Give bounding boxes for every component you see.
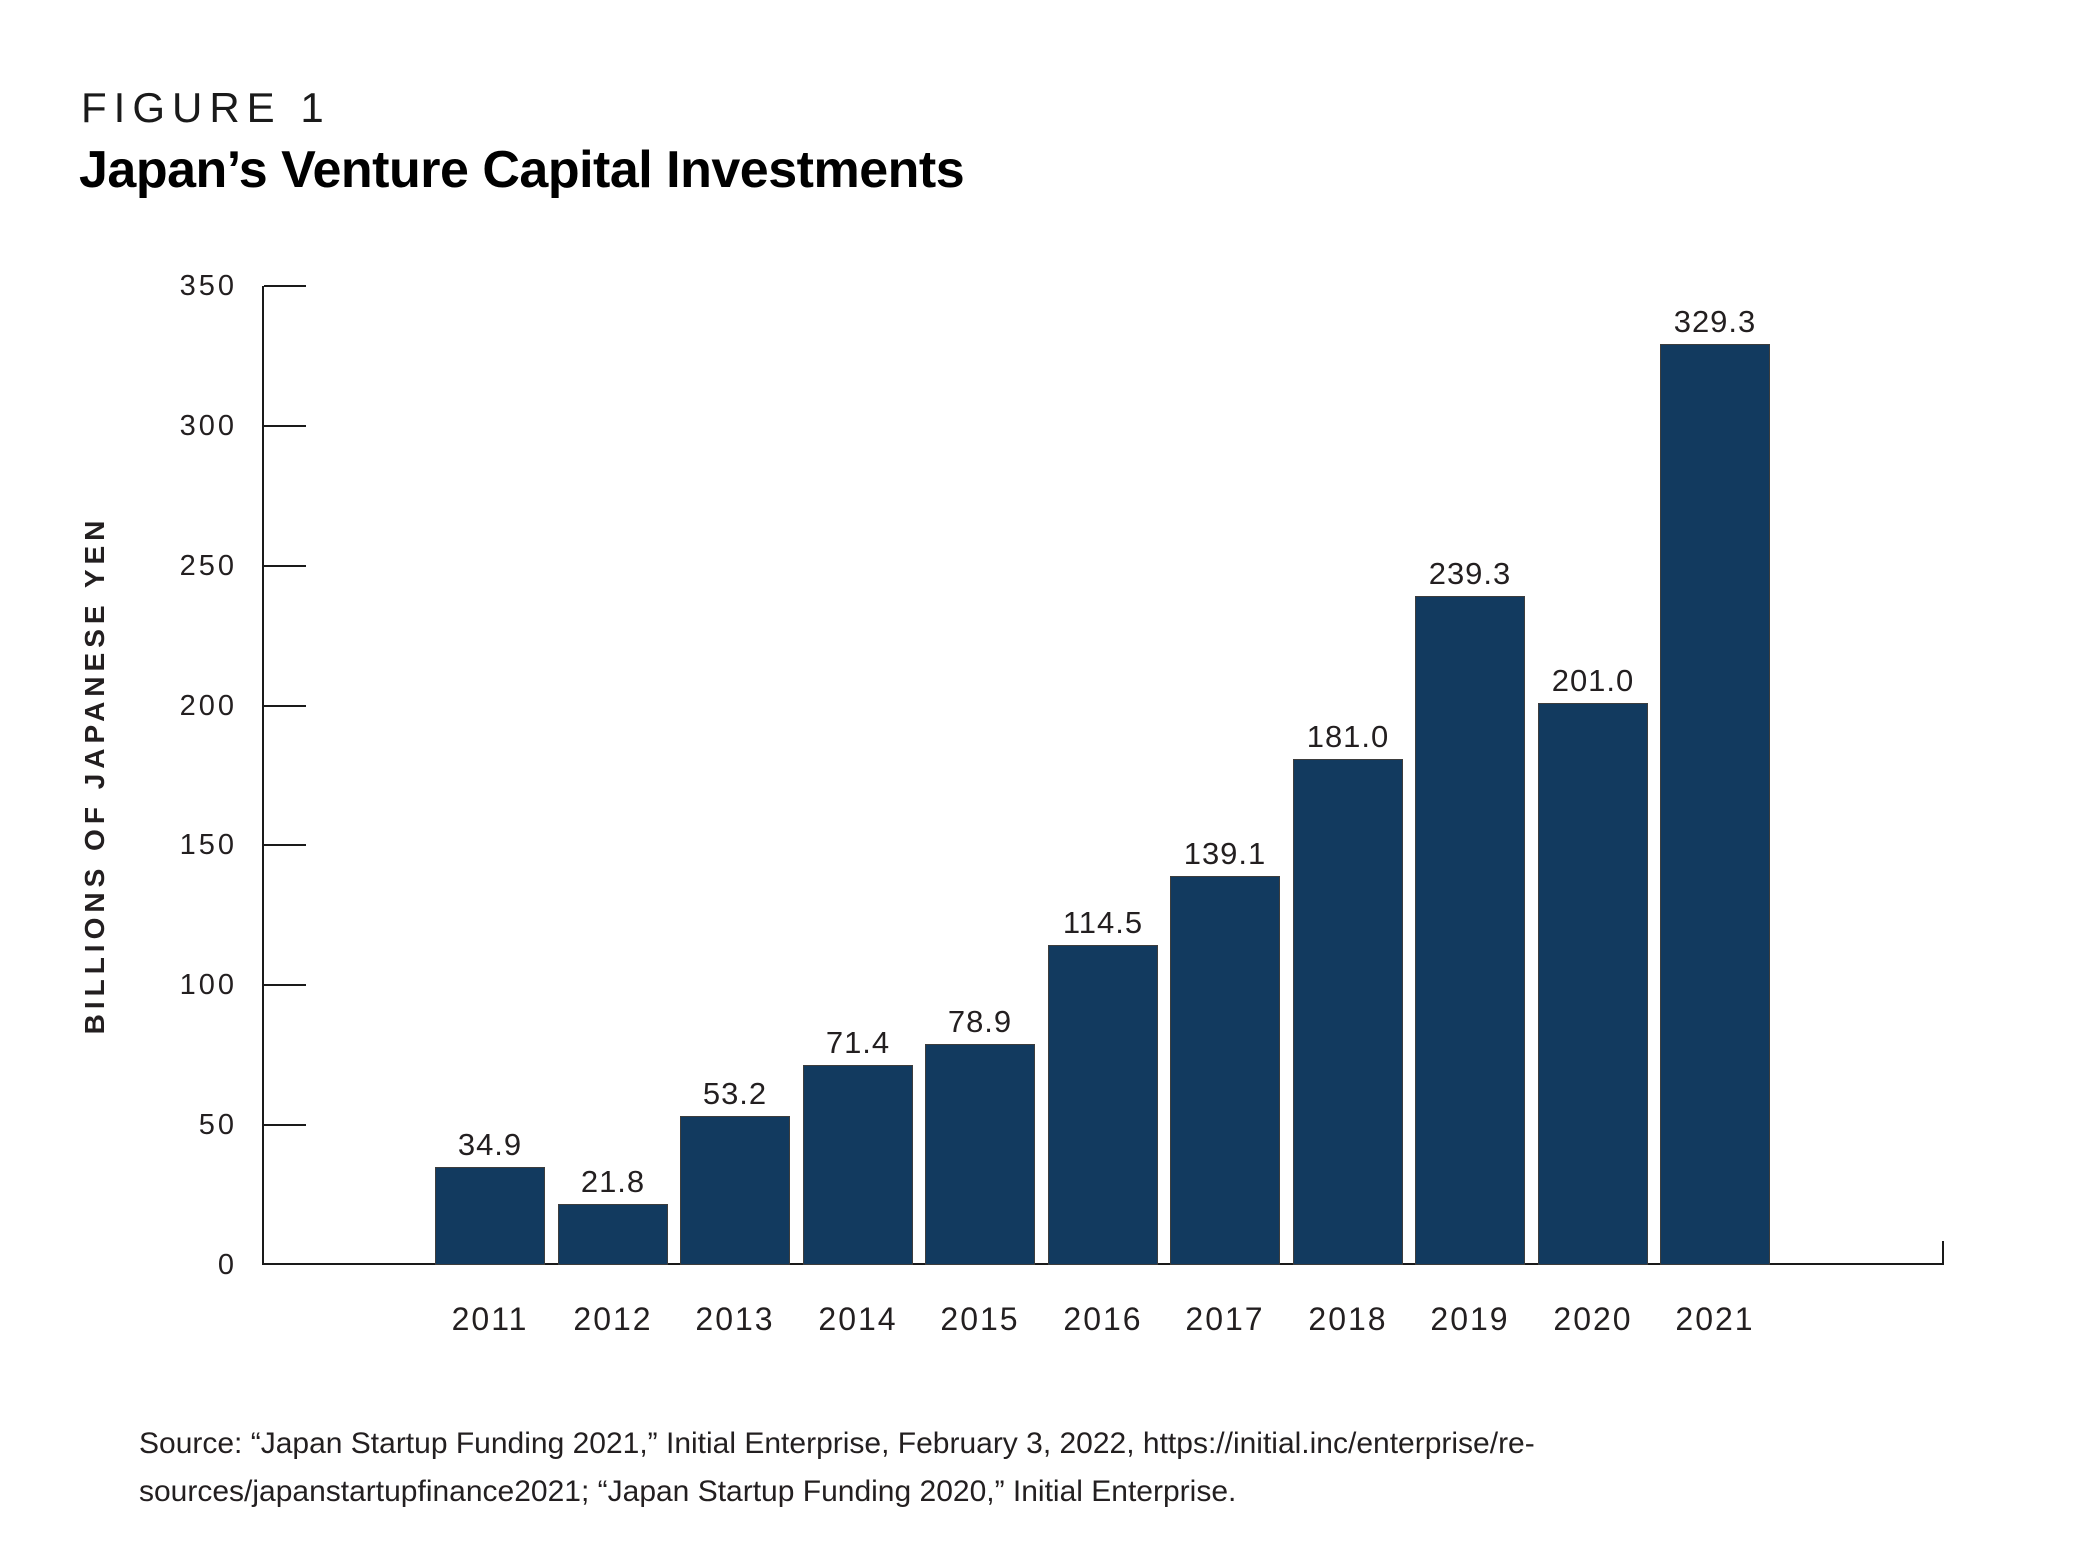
bar-value-label: 78.9 bbox=[947, 1004, 1013, 1039]
x-axis-label-2019: 2019 bbox=[1430, 1301, 1510, 1337]
x-axis-label-2018: 2018 bbox=[1308, 1301, 1388, 1337]
y-tick-label: 300 bbox=[179, 409, 237, 442]
y-tick-label: 150 bbox=[179, 829, 237, 862]
bar-2017 bbox=[1170, 876, 1280, 1265]
bar-value-label: 181.0 bbox=[1306, 719, 1390, 754]
bar-value-label: 201.0 bbox=[1551, 663, 1635, 698]
y-tick-label: 0 bbox=[217, 1249, 237, 1281]
y-axis-line bbox=[262, 286, 264, 1265]
x-axis-label-2011: 2011 bbox=[451, 1301, 529, 1337]
bar-2011 bbox=[435, 1167, 545, 1265]
y-tick-line bbox=[264, 564, 306, 567]
y-tick-line bbox=[264, 984, 306, 987]
bar-2018 bbox=[1293, 759, 1403, 1265]
bar-2020 bbox=[1538, 703, 1648, 1265]
y-tick-line bbox=[264, 704, 306, 707]
bar-2013 bbox=[680, 1116, 790, 1265]
bar-2014 bbox=[803, 1065, 913, 1265]
source-note-line1: Source: “Japan Startup Funding 2021,” In… bbox=[139, 1427, 1535, 1460]
bar-value-label: 53.2 bbox=[702, 1076, 768, 1111]
y-tick-line bbox=[264, 424, 306, 427]
bar-value-label: 21.8 bbox=[580, 1164, 646, 1199]
x-axis-label-2013: 2013 bbox=[695, 1301, 775, 1337]
bar-value-label: 71.4 bbox=[825, 1025, 891, 1060]
y-tick-line bbox=[264, 1124, 306, 1127]
bar-2016 bbox=[1048, 945, 1158, 1265]
x-axis-label-2014: 2014 bbox=[818, 1301, 898, 1337]
bar-value-label: 34.9 bbox=[457, 1127, 523, 1162]
x-axis-label-2020: 2020 bbox=[1553, 1301, 1633, 1337]
y-tick-label: 100 bbox=[179, 969, 237, 1002]
figure-title: Japan’s Venture Capital Investments bbox=[79, 141, 965, 199]
x-axis-label-2016: 2016 bbox=[1063, 1301, 1143, 1337]
bar-2019 bbox=[1415, 596, 1525, 1265]
y-tick-label: 350 bbox=[179, 270, 237, 302]
x-axis-label-2017: 2017 bbox=[1185, 1301, 1265, 1337]
bar-value-label: 329.3 bbox=[1673, 304, 1757, 339]
x-axis-label-2015: 2015 bbox=[940, 1301, 1020, 1337]
bar-2012 bbox=[558, 1204, 668, 1265]
x-axis-end-tick bbox=[1942, 1241, 1944, 1265]
x-axis-label-2021: 2021 bbox=[1675, 1301, 1755, 1337]
y-axis-title: BILLIONS OF JAPANESE YEN bbox=[79, 515, 110, 1035]
source-note: Source: “Japan Startup Funding 2021,” In… bbox=[139, 1420, 1939, 1516]
y-tick-label: 50 bbox=[198, 1109, 237, 1142]
plot-area: 34.9 21.8 53.2 71.4 78.9 114.5 139.1 181.0 239.3… bbox=[262, 285, 1944, 1337]
bar-2015 bbox=[925, 1044, 1035, 1265]
figure-label: FIGURE 1 bbox=[81, 84, 331, 131]
x-axis-label-2012: 2012 bbox=[573, 1301, 653, 1337]
bar-value-label: 114.5 bbox=[1062, 905, 1144, 940]
y-tick-label: 200 bbox=[179, 689, 237, 722]
y-tick-label: 250 bbox=[179, 549, 237, 582]
source-note-line2: sources/japanstartupfinance2021; “Japan … bbox=[139, 1475, 1237, 1508]
y-tick-line bbox=[264, 844, 306, 847]
bar-2021 bbox=[1660, 344, 1770, 1265]
bar-value-label: 139.1 bbox=[1183, 836, 1267, 871]
bar-value-label: 239.3 bbox=[1428, 556, 1512, 591]
y-tick-line bbox=[264, 285, 306, 287]
